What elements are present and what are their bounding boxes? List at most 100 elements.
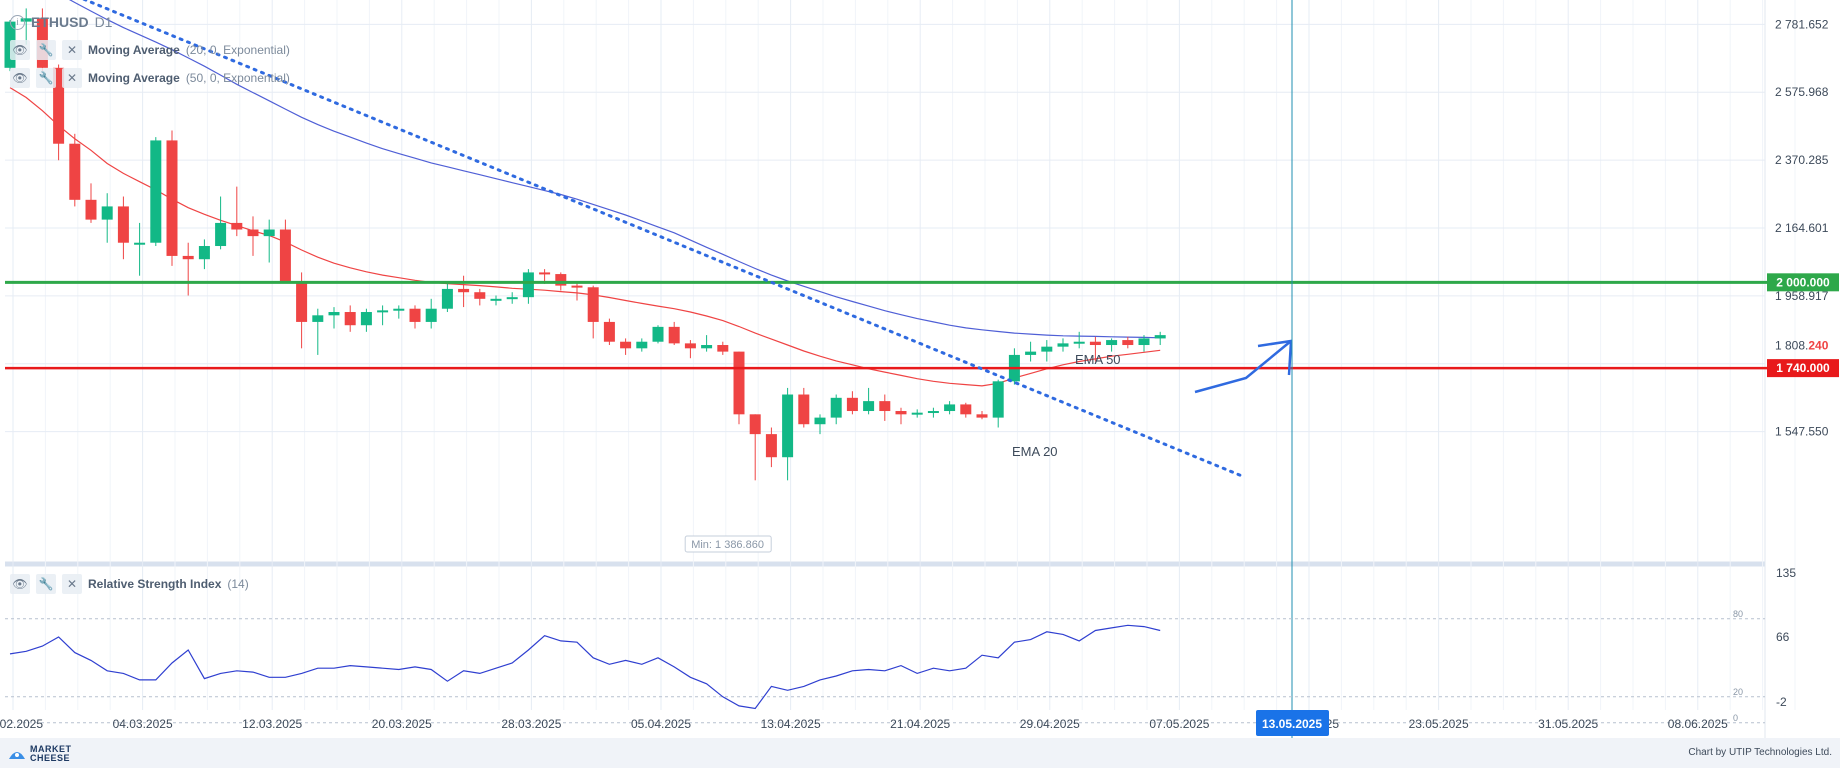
indicator-row-ema50: 👁 🔧 ✕ Moving Average (50, 0, Exponential… [10, 68, 290, 88]
support-price-label: 1 740.000 [1776, 361, 1830, 375]
date-tick-label: 05.04.2025 [631, 717, 691, 731]
min-marker-label: Min: 1 386.860 [691, 539, 764, 551]
candle-body-up [150, 140, 162, 243]
candle-body-up [1057, 343, 1069, 347]
rsi-line [9, 624, 1161, 710]
candle-body-up [927, 411, 939, 414]
date-marker-badge [1256, 710, 1329, 736]
min-marker-box [684, 535, 772, 553]
candle-body-up [1041, 346, 1053, 352]
timeframe-label: D1 [94, 14, 113, 30]
candle-body-down [85, 199, 97, 220]
date-tick-label: 24.02.2025 [0, 717, 43, 731]
candle-body-down [895, 411, 907, 415]
wrench-icon[interactable]: 🔧 [36, 40, 56, 60]
price-tick-label: 2 781.652 [1775, 17, 1829, 31]
close-icon[interactable]: ✕ [62, 40, 82, 60]
candle-body-up [782, 394, 794, 458]
brand-logo: MARKET CHEESE [8, 745, 72, 763]
indicator-name: Moving Average [88, 43, 180, 57]
candle-body-up [863, 401, 875, 412]
candle-body-up [1106, 340, 1118, 346]
candle-body-up [377, 310, 389, 313]
date-tick-label: 12.03.2025 [242, 717, 302, 731]
candle-body-up [911, 412, 923, 415]
candle-body-down [749, 414, 761, 435]
candle-body-down [620, 341, 632, 349]
candle-body-down [668, 326, 680, 344]
candle-body-up [101, 206, 113, 220]
wrench-icon[interactable]: 🔧 [36, 574, 56, 594]
close-icon[interactable]: ✕ [62, 68, 82, 88]
arrow-head [1257, 339, 1293, 376]
ema20-annotation: EMA 20 [1012, 444, 1058, 459]
indicator-params: (14) [227, 577, 249, 591]
ema50-annotation: EMA 50 [1075, 352, 1121, 367]
candle-body-down [231, 222, 243, 230]
candle-body-down [587, 287, 599, 322]
candle-body-up [1073, 341, 1085, 344]
candle-body-down [571, 285, 583, 288]
candle-body-up [312, 315, 324, 322]
candle-body-up [1154, 335, 1166, 339]
wrench-icon[interactable]: 🔧 [36, 68, 56, 88]
current-price-label: 1 808.240 [1775, 339, 1829, 353]
candle-body-up [1025, 351, 1037, 355]
candle-body-down [1089, 341, 1101, 346]
rsi-level-label: 20 [1733, 687, 1743, 697]
rsi-tick-label: -2 [1776, 695, 1787, 709]
projection-arrow [1194, 340, 1292, 394]
date-tick-label: 31.05.2025 [1538, 717, 1598, 731]
resistance-price-badge [1767, 273, 1839, 292]
date-tick-label: 23.05.2025 [1409, 717, 1469, 731]
candle-body-up [198, 246, 210, 260]
ema50-line [69, 0, 1161, 339]
logo-icon [9, 752, 25, 759]
ema20-line [9, 87, 1161, 387]
support-price-badge [1767, 359, 1839, 378]
candle-body-down [166, 140, 178, 256]
candle-body-down [474, 292, 486, 299]
candle-body-down [765, 434, 777, 458]
eye-icon[interactable]: 👁 [10, 574, 30, 594]
rsi-tick-label: 66 [1776, 630, 1790, 644]
candle-body-down [960, 404, 972, 415]
close-icon[interactable]: ✕ [62, 574, 82, 594]
candle-body-up [506, 297, 518, 300]
date-tick-label: 20.03.2025 [372, 717, 432, 731]
footer-bar: MARKET CHEESE Chart by UTIP Technologies… [0, 738, 1840, 768]
date-marker-label: 13.05.2025 [1262, 717, 1322, 731]
rsi-tick-label: 135 [1776, 566, 1796, 580]
candle-body-down [182, 255, 194, 260]
candle-body-up [522, 272, 534, 298]
logo-text: MARKET [30, 744, 72, 754]
eye-icon[interactable]: 👁 [10, 40, 30, 60]
trend-line [81, 0, 1244, 478]
candle-body-down [1122, 340, 1134, 346]
candle-body-up [636, 341, 648, 349]
rsi-level-label: 0 [1733, 713, 1738, 723]
indicator-row-rsi: 👁 🔧 ✕ Relative Strength Index (14) [10, 574, 249, 594]
candle-body-up [490, 298, 502, 301]
eye-icon[interactable]: 👁 [10, 68, 30, 88]
candle-body-down [344, 312, 356, 326]
candle-body-down [684, 343, 696, 349]
price-tick-label: 2 370.285 [1775, 153, 1829, 167]
info-icon[interactable]: i [10, 14, 25, 30]
candle-body-up [425, 308, 437, 322]
chart-credits: Chart by UTIP Technologies Ltd. [1688, 747, 1832, 758]
current-price-fraction: 240 [1808, 339, 1828, 353]
candle-body-down [117, 206, 129, 243]
date-tick-label: 21.04.2025 [890, 717, 950, 731]
rsi-level-label: 80 [1733, 609, 1743, 619]
date-tick-label: 07.05.2025 [1149, 717, 1209, 731]
date-tick-label: 13.04.2025 [761, 717, 821, 731]
candle-body-down [539, 272, 551, 275]
price-tick-label: 1 958.917 [1775, 289, 1829, 303]
candle-body-up [441, 288, 453, 309]
candle-body-up [134, 242, 146, 245]
resistance-price-label: 2 000.000 [1776, 275, 1830, 289]
candle-body-up [814, 417, 826, 425]
